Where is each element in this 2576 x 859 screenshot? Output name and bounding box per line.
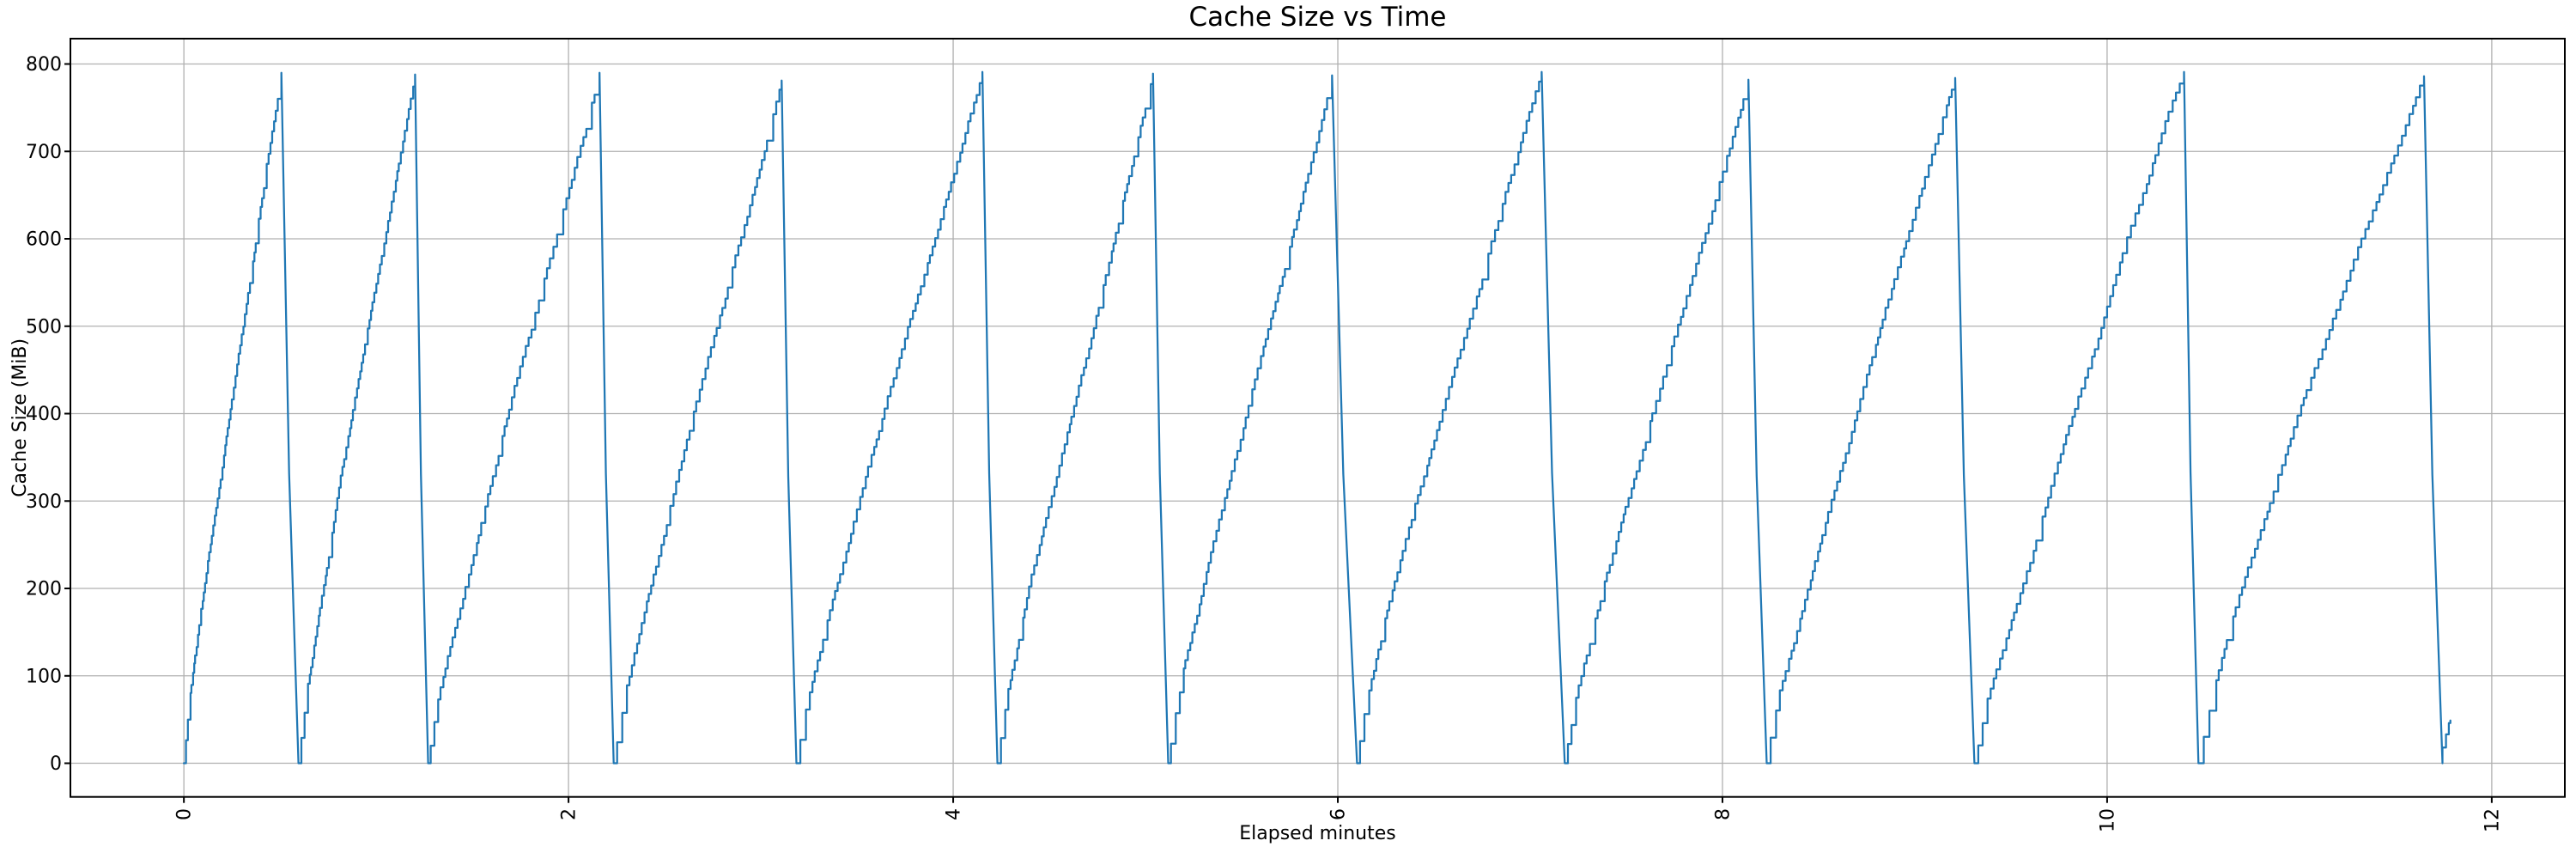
axis-tick-marks bbox=[64, 63, 2493, 803]
x-tick-label: 6 bbox=[1328, 808, 1350, 820]
y-axis-label: Cache Size (MiB) bbox=[9, 338, 31, 497]
x-tick-label: 4 bbox=[944, 808, 965, 820]
x-tick-labels: 0 2 4 6 8 10 12 bbox=[174, 808, 2504, 832]
plot-border bbox=[70, 38, 2566, 798]
y-tick-label: 200 bbox=[26, 579, 62, 600]
y-tick-label: 0 bbox=[50, 753, 62, 775]
y-tick-label: 800 bbox=[26, 54, 62, 76]
x-tick-label: 8 bbox=[1712, 808, 1734, 820]
gridlines bbox=[70, 39, 2565, 797]
x-tick-label: 2 bbox=[559, 808, 580, 820]
y-tick-labels: 0 100 200 300 400 500 600 700 800 bbox=[26, 54, 62, 775]
y-tick-label: 600 bbox=[26, 229, 62, 251]
y-tick-label: 700 bbox=[26, 142, 62, 163]
y-tick-label: 100 bbox=[26, 666, 62, 687]
x-axis-label: Elapsed minutes bbox=[1239, 823, 1395, 844]
y-tick-label: 500 bbox=[26, 316, 62, 338]
x-tick-label: 12 bbox=[2482, 808, 2503, 832]
x-tick-label: 10 bbox=[2097, 808, 2118, 832]
cache-size-series-line bbox=[182, 70, 2451, 765]
y-tick-label: 400 bbox=[26, 404, 62, 425]
y-tick-label: 300 bbox=[26, 491, 62, 513]
x-tick-label: 0 bbox=[174, 808, 196, 820]
chart-title: Cache Size vs Time bbox=[1189, 2, 1447, 33]
